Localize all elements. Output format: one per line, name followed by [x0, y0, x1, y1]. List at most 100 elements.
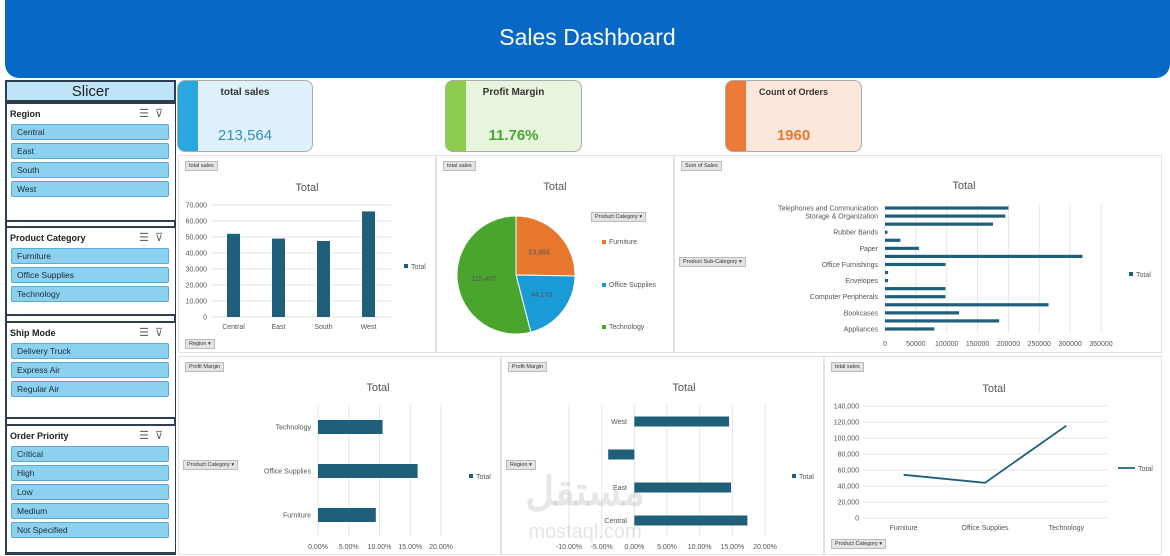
slicer-item[interactable]: East — [11, 143, 169, 159]
field-tag[interactable]: Sum of Sales — [681, 161, 722, 171]
slicer-group-order-priority: Order Priority ☰⊽ Critical High Low Medium Not… — [7, 424, 175, 554]
bar[interactable] — [885, 295, 946, 299]
legend-label: Furniture — [609, 239, 637, 246]
kpi-label: Count of Orders — [759, 87, 828, 97]
slicer-item[interactable]: Critical — [11, 446, 169, 462]
bar[interactable] — [885, 287, 946, 291]
slicer-group-title: Product Category ☰⊽ — [7, 228, 175, 248]
field-tag[interactable]: Profit Margin — [185, 362, 225, 372]
kpi-label: total sales — [220, 87, 270, 98]
region-field-button[interactable]: Region ▾ — [185, 339, 215, 349]
clear-filter-icon[interactable]: ⊽ — [154, 430, 169, 442]
bar[interactable] — [885, 222, 993, 226]
field-tag[interactable]: total sales — [831, 362, 864, 372]
bar[interactable] — [634, 515, 748, 526]
chart-title: Total — [982, 383, 1005, 395]
bar[interactable] — [272, 238, 285, 317]
region-field-button[interactable]: Region ▾ — [506, 460, 536, 470]
category-field-button[interactable]: Product Category ▾ — [591, 212, 647, 222]
field-tag[interactable]: total sales — [185, 161, 218, 171]
bar[interactable] — [885, 238, 901, 242]
multi-select-icon[interactable]: ☰ — [139, 232, 155, 244]
bar[interactable] — [318, 508, 376, 522]
slicer-item[interactable]: Furniture — [11, 248, 169, 264]
bar[interactable] — [608, 449, 635, 460]
slicer-item[interactable]: Central — [11, 124, 169, 140]
slicer-item[interactable]: High — [11, 465, 169, 481]
x-tick-label: 20.00% — [429, 544, 453, 551]
field-tag[interactable]: total sales — [443, 161, 476, 171]
series-line[interactable] — [903, 424, 1067, 484]
x-tick-label: 0 — [883, 341, 887, 348]
x-tick-label: -10.00% — [556, 544, 582, 551]
slicer-title: Slicer — [7, 82, 174, 102]
bar[interactable] — [885, 262, 946, 267]
bar[interactable] — [885, 319, 1000, 323]
slicer-item[interactable]: Low — [11, 484, 169, 500]
chart-svg: Total -10.00% -5.00% 0.00% 5.00% 10.00% 15.00%… — [556, 382, 814, 551]
bar[interactable] — [885, 230, 888, 234]
slicer-item[interactable]: Medium — [11, 503, 169, 519]
x-tick-label: West — [361, 324, 377, 331]
slicer-item[interactable]: Delivery Truck — [11, 343, 169, 359]
slicer-item[interactable]: Express Air — [11, 362, 169, 378]
slicer-item[interactable]: Office Supplies — [11, 267, 169, 283]
slicer-controls: ☰⊽ — [139, 231, 169, 244]
slicer-item[interactable]: Regular Air — [11, 381, 169, 397]
slicer-item[interactable]: Not Specified — [11, 522, 169, 538]
legend-swatch — [1129, 272, 1133, 276]
bar[interactable] — [885, 303, 1049, 307]
slicer-group-label: Product Category — [10, 233, 86, 243]
pie-slice[interactable] — [456, 215, 532, 335]
multi-select-icon[interactable]: ☰ — [139, 108, 155, 120]
bar[interactable] — [317, 241, 330, 317]
category-field-button[interactable]: Product Category ▾ — [831, 539, 887, 549]
y-tick-label: 10,000 — [186, 299, 208, 306]
x-tick-label: Office Supplies — [962, 525, 1009, 532]
bar[interactable] — [885, 311, 960, 315]
clear-filter-icon[interactable]: ⊽ — [154, 327, 169, 339]
field-tag[interactable]: Profit Margin — [508, 362, 548, 372]
bar[interactable] — [227, 233, 240, 317]
slicer-item[interactable]: West — [11, 181, 169, 197]
bar[interactable] — [885, 254, 1083, 259]
multi-select-icon[interactable]: ☰ — [139, 430, 155, 442]
pie-slice[interactable] — [515, 215, 576, 277]
category-field-button[interactable]: Product Category ▾ — [183, 460, 239, 470]
bar[interactable] — [885, 327, 935, 331]
y-tick-label: 100,000 — [834, 436, 859, 443]
slice-data-label: 115,407 — [471, 276, 496, 283]
y-tick-label: Telephones and Communication — [778, 206, 878, 213]
bar[interactable] — [318, 464, 418, 478]
y-tick-label: Envelopes — [845, 278, 878, 285]
bar[interactable] — [885, 270, 889, 275]
x-tick-label: 20.00% — [753, 544, 777, 551]
bar[interactable] — [634, 482, 732, 493]
bar[interactable] — [318, 420, 383, 434]
bar[interactable] — [885, 206, 1009, 210]
bar[interactable] — [634, 416, 730, 427]
subcategory-field-button[interactable]: Product Sub-Category ▾ — [679, 257, 746, 267]
y-tick-label: 30,000 — [186, 267, 208, 274]
legend-swatch — [404, 264, 408, 268]
slicer-item[interactable]: South — [11, 162, 169, 178]
x-tick-label: East — [271, 324, 285, 331]
bar[interactable] — [885, 246, 919, 250]
legend-label: Technology — [609, 324, 645, 331]
bar[interactable] — [885, 214, 1006, 218]
bar[interactable] — [885, 278, 889, 283]
legend-swatch — [469, 474, 473, 478]
pie-slice[interactable] — [515, 274, 576, 333]
y-tick-label: Bookcases — [844, 310, 879, 317]
y-tick-label: Central — [604, 518, 627, 525]
slicer-item[interactable]: Technology — [11, 286, 169, 302]
kpi-total-sales: total sales 213,564 — [177, 80, 313, 152]
clear-filter-icon[interactable]: ⊽ — [154, 108, 169, 120]
bar[interactable] — [362, 211, 375, 317]
x-tick-label: 300000 — [1058, 341, 1081, 348]
y-tick-label: 70,000 — [186, 203, 208, 210]
multi-select-icon[interactable]: ☰ — [139, 327, 155, 339]
clear-filter-icon[interactable]: ⊽ — [154, 232, 169, 244]
chart-svg: Total 0 10,000 20,000 30,000 40,000 50,000 60,0… — [186, 182, 427, 331]
y-tick-label: 20,000 — [838, 500, 860, 507]
